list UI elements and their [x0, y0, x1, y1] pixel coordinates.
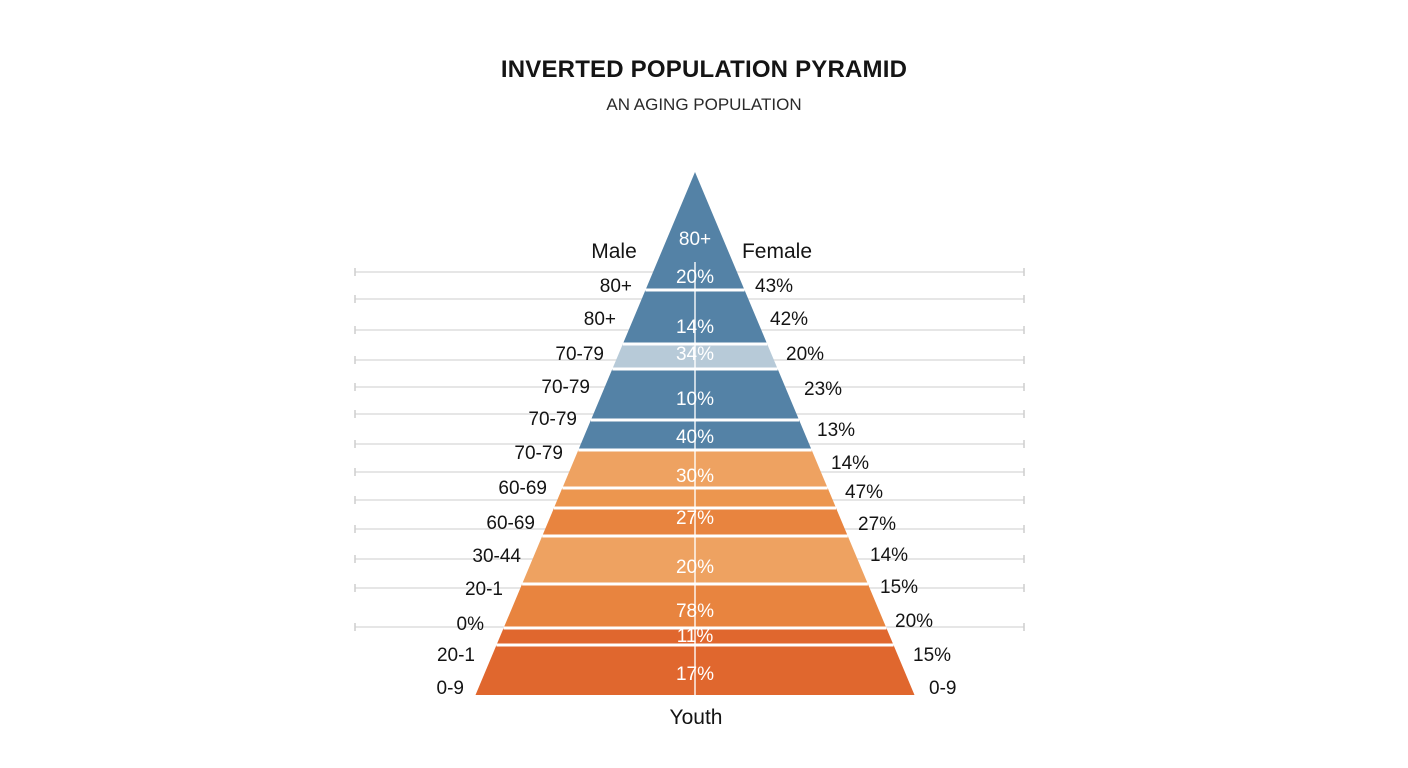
female-row-label: 47%	[845, 482, 883, 503]
chart-title: INVERTED POPULATION PYRAMID	[500, 56, 908, 83]
male-row-label: 60-69	[498, 478, 547, 499]
female-row-label: 0-9	[929, 678, 956, 699]
female-side-labels: 43% 42% 20% 23% 13% 14% 47% 27% 14% 15% 20% 15% 0-9	[755, 276, 956, 699]
band-value-label: 78%	[676, 601, 714, 622]
band-value-label: 10%	[676, 389, 714, 410]
female-row-label: 15%	[913, 645, 951, 666]
band-value-label: 17%	[676, 664, 714, 685]
pyramid-bands	[475, 172, 915, 695]
male-row-label: 30-44	[472, 546, 521, 567]
youth-label: Youth	[670, 706, 723, 729]
female-row-label: 20%	[786, 344, 824, 365]
male-row-label: 20-1	[465, 579, 503, 600]
female-row-label: 14%	[831, 453, 869, 474]
male-row-label: 80+	[600, 276, 632, 297]
male-side-labels: 80+ 80+ 70-79 70-79 70-79 70-79 60-69 60-69 30-4…	[437, 276, 632, 699]
male-row-label: 70-79	[514, 443, 563, 464]
female-row-label: 23%	[804, 379, 842, 400]
male-row-label: 0%	[457, 614, 485, 635]
male-row-label: 70-79	[555, 344, 604, 365]
male-row-label: 80+	[584, 309, 616, 330]
band-value-label: 11%	[677, 626, 714, 647]
chart-subtitle: AN AGING POPULATION	[606, 95, 802, 114]
female-row-label: 14%	[870, 545, 908, 566]
pyramid-band-apex	[645, 172, 745, 290]
male-header: Male	[591, 240, 637, 263]
band-value-label: 34%	[676, 344, 714, 365]
male-row-label: 0-9	[437, 678, 464, 699]
female-row-label: 43%	[755, 276, 793, 297]
center-value-labels: 80+ 20% 14% 34% 10% 40% 30% 27% 20% 78% 11% 17%	[676, 229, 714, 685]
female-row-label: 27%	[858, 514, 896, 535]
female-header: Female	[742, 240, 812, 263]
band-value-label: 30%	[676, 466, 714, 487]
apex-age-label: 80+	[679, 229, 711, 250]
male-row-label: 70-79	[541, 377, 590, 398]
band-value-label: 14%	[676, 317, 714, 338]
female-row-label: 13%	[817, 420, 855, 441]
female-row-label: 42%	[770, 309, 808, 330]
female-row-label: 20%	[895, 611, 933, 632]
female-row-label: 15%	[880, 577, 918, 598]
apex-value-label: 20%	[676, 267, 714, 288]
male-row-label: 20-1	[437, 645, 475, 666]
band-value-label: 40%	[676, 427, 714, 448]
male-row-label: 70-79	[528, 409, 577, 430]
band-value-label: 20%	[676, 557, 714, 578]
band-value-label: 27%	[676, 508, 714, 529]
male-row-label: 60-69	[486, 513, 535, 534]
